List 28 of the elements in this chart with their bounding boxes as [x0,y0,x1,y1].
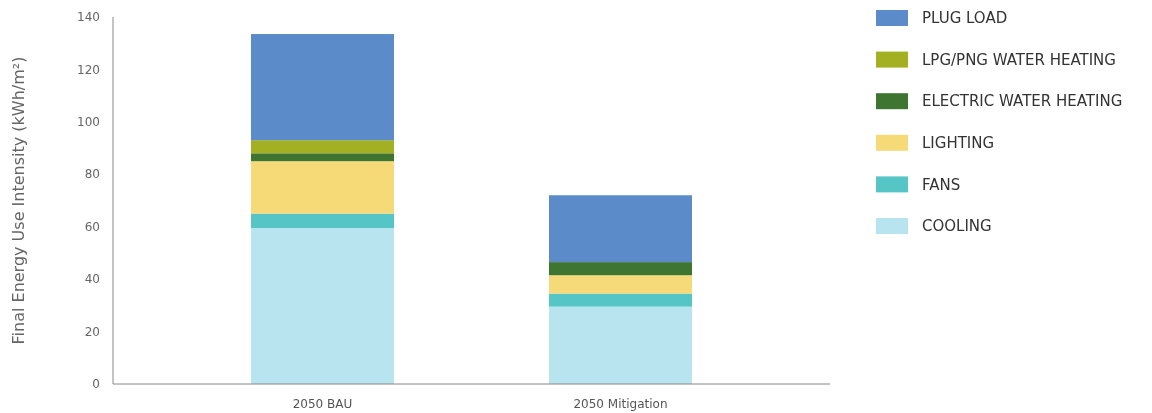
legend-label: LIGHTING [922,134,995,153]
bar [549,275,692,294]
bar [549,306,692,384]
y-tick-label: 120 [77,62,100,77]
x-tick-label: 2050 Mitigation [573,397,668,411]
bar [251,228,394,384]
y-tick-label: 0 [92,377,100,392]
y-tick-label: 80 [84,167,100,182]
legend-label: COOLING [922,217,992,236]
y-tick-label: 60 [84,219,100,234]
y-tick-label: 140 [77,10,100,25]
bar [251,34,394,141]
bar [549,195,692,263]
legend-label: FANS [922,175,961,194]
x-tick-label: 2050 BAU [292,397,353,411]
bar [549,293,692,307]
legend-label: LPG/PNG WATER HEATING [922,50,1116,69]
y-tick-label: 40 [84,272,100,287]
y-tick-label: 20 [84,324,100,339]
y-tick-label: 100 [77,115,100,130]
bar [251,213,394,229]
bar [251,153,394,162]
bar [251,140,394,154]
legend-label: PLUG LOAD [922,9,1008,28]
bar [549,262,692,276]
legend-label: ELECTRIC WATER HEATING [922,92,1123,111]
bar [251,161,394,214]
y-axis-title: Final Energy Use Intensity (kWh/m²) [9,56,28,345]
